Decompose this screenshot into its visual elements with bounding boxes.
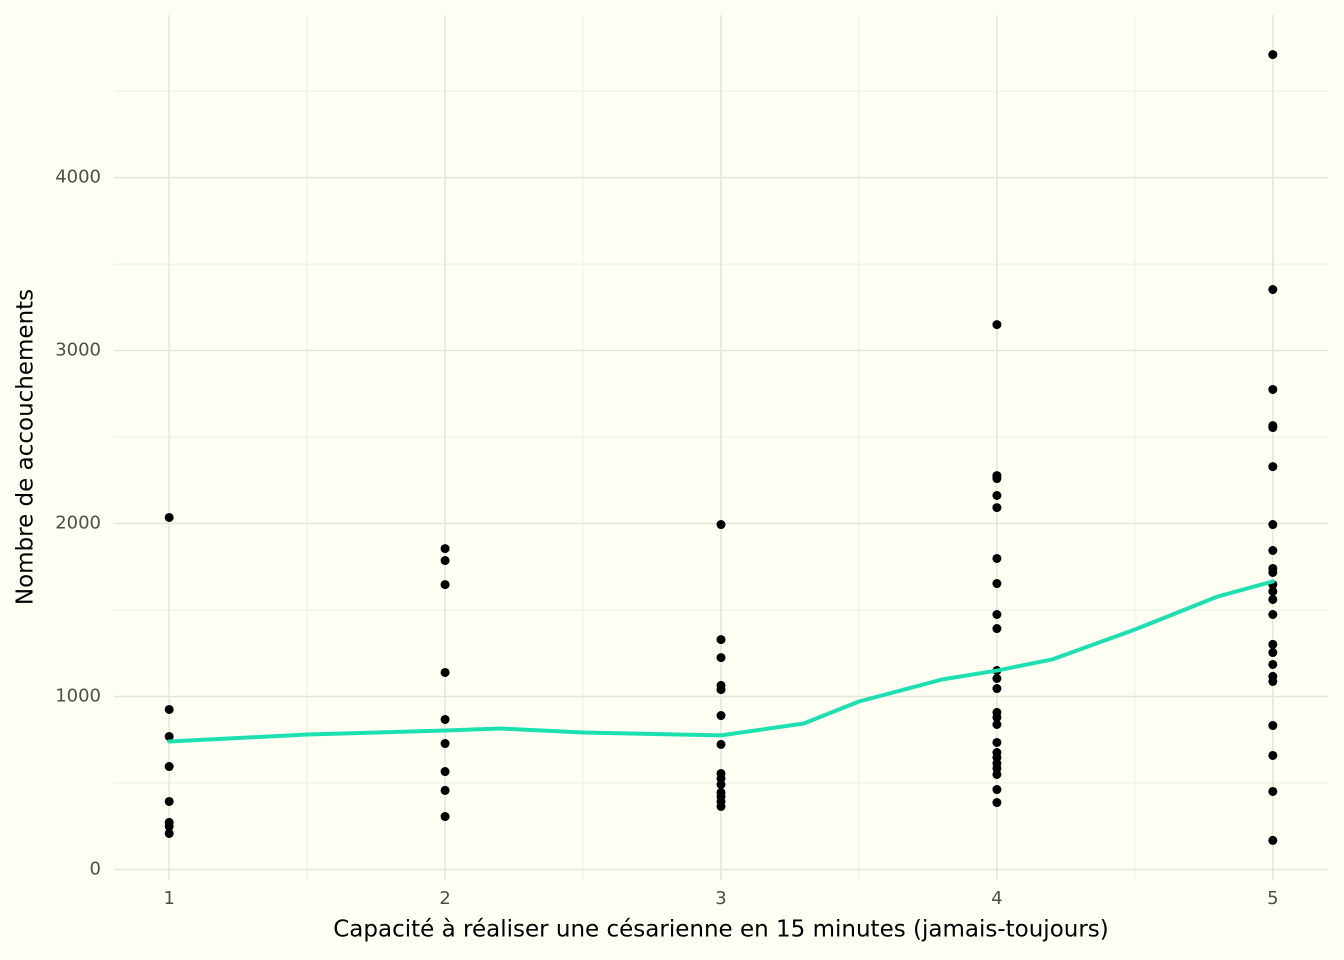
smooth-line — [167, 579, 1275, 744]
point — [716, 685, 726, 695]
x-axis-title: Capacité à réaliser une césarienne en 15… — [333, 917, 1109, 943]
point — [1268, 546, 1278, 556]
point — [1268, 567, 1278, 577]
point — [440, 785, 450, 795]
y-tick-label: 4000 — [55, 167, 101, 188]
point — [716, 711, 726, 721]
point — [716, 801, 726, 811]
point — [992, 553, 1002, 563]
point — [716, 635, 726, 645]
y-tick-label: 1000 — [55, 685, 101, 706]
point — [164, 512, 174, 522]
point — [440, 767, 450, 777]
y-tick-label: 2000 — [55, 513, 101, 534]
point — [992, 320, 1002, 330]
point — [1268, 835, 1278, 845]
point — [992, 490, 1002, 500]
point — [1268, 609, 1278, 619]
point — [1268, 648, 1278, 658]
point — [1268, 594, 1278, 604]
point — [992, 503, 1002, 513]
point — [992, 769, 1002, 779]
point — [1268, 384, 1278, 394]
point — [1268, 284, 1278, 294]
point — [440, 714, 450, 724]
point — [716, 520, 726, 530]
point — [1268, 462, 1278, 472]
point — [992, 712, 1002, 722]
point — [1268, 676, 1278, 686]
point — [1268, 786, 1278, 796]
point — [1268, 50, 1278, 60]
x-tick-label: 4 — [991, 888, 1002, 909]
point — [716, 780, 726, 790]
x-tick-label: 3 — [715, 888, 726, 909]
x-tick-label: 1 — [163, 888, 174, 909]
point — [164, 731, 174, 741]
point — [164, 762, 174, 772]
point — [1268, 423, 1278, 433]
point — [440, 580, 450, 590]
point — [440, 812, 450, 822]
point — [716, 739, 726, 749]
point — [1268, 659, 1278, 669]
point — [1268, 721, 1278, 731]
x-tick-label: 2 — [439, 888, 450, 909]
point — [440, 556, 450, 566]
point — [164, 821, 174, 831]
point — [992, 474, 1002, 484]
point — [992, 720, 1002, 730]
point — [164, 796, 174, 806]
point — [992, 785, 1002, 795]
point — [992, 624, 1002, 634]
point — [1268, 639, 1278, 649]
point — [992, 737, 1002, 747]
point — [440, 544, 450, 554]
y-tick-label: 3000 — [55, 340, 101, 361]
point — [1268, 586, 1278, 596]
point — [992, 609, 1002, 619]
point — [440, 739, 450, 749]
y-axis-title: Nombre de accouchements — [13, 289, 39, 605]
point — [1268, 520, 1278, 530]
point — [992, 673, 1002, 683]
point — [164, 704, 174, 714]
y-tick-label: 0 — [90, 858, 101, 879]
point — [164, 828, 174, 838]
point — [1268, 750, 1278, 760]
point — [992, 684, 1002, 694]
point — [440, 667, 450, 677]
x-tick-label: 5 — [1267, 888, 1278, 909]
point — [992, 579, 1002, 589]
point — [716, 653, 726, 663]
point — [992, 798, 1002, 808]
